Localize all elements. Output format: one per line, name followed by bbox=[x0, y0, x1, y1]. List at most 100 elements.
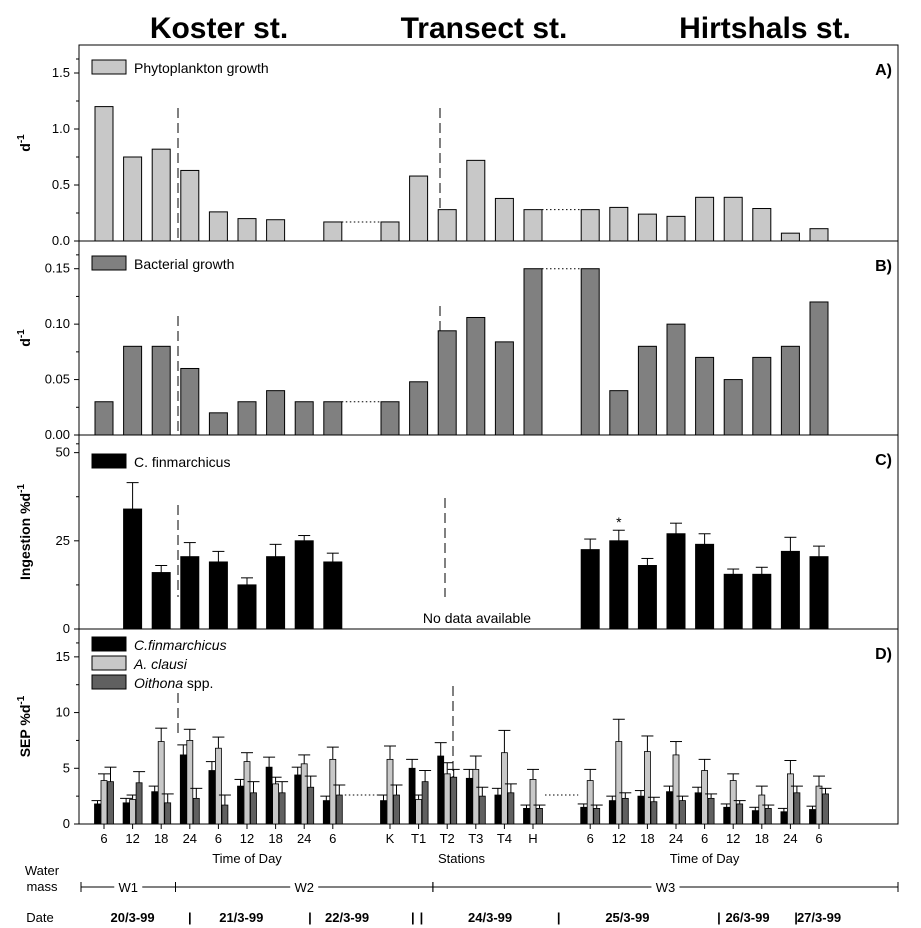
bar bbox=[324, 222, 342, 241]
x-tick-label: 6 bbox=[100, 831, 107, 846]
bar bbox=[336, 795, 342, 824]
date-value: 27/3-99 bbox=[797, 910, 841, 925]
bar bbox=[295, 775, 301, 824]
bar bbox=[193, 798, 199, 824]
bar bbox=[108, 782, 114, 824]
y-tick-label: 0.5 bbox=[52, 177, 70, 192]
bar bbox=[152, 792, 158, 824]
bar bbox=[638, 566, 656, 629]
bar bbox=[581, 807, 587, 824]
bar bbox=[810, 229, 828, 241]
y-axis-label-text: SEP %d-1 bbox=[16, 695, 33, 757]
legend-label: Phytoplankton growth bbox=[134, 60, 269, 76]
bar bbox=[209, 771, 215, 824]
bar bbox=[501, 753, 507, 824]
bar bbox=[438, 210, 456, 241]
x-tick-label: 6 bbox=[329, 831, 336, 846]
y-tick-label: 0.05 bbox=[45, 372, 70, 387]
bar bbox=[410, 382, 428, 435]
bar bbox=[295, 541, 313, 629]
x-group-label: Time of Day bbox=[212, 851, 282, 866]
bar bbox=[810, 557, 828, 629]
bar bbox=[753, 209, 771, 241]
panel-label: A) bbox=[875, 62, 892, 79]
bar bbox=[810, 810, 816, 824]
bar bbox=[781, 812, 787, 824]
bar bbox=[273, 784, 279, 824]
y-tick-label: 10 bbox=[56, 705, 70, 720]
panel-label: C) bbox=[875, 452, 892, 469]
x-tick-label: H bbox=[528, 831, 537, 846]
date-separator: | bbox=[188, 910, 192, 925]
y-tick-label: 50 bbox=[56, 445, 70, 460]
bar bbox=[667, 792, 673, 824]
bar bbox=[181, 557, 199, 629]
bar bbox=[394, 795, 400, 824]
legend-label: C.finmarchicus bbox=[134, 637, 227, 653]
x-tick-label: T4 bbox=[497, 831, 512, 846]
bar bbox=[95, 107, 113, 241]
bar bbox=[610, 541, 628, 629]
legend-swatch bbox=[92, 60, 126, 74]
water-mass-segment: W1 bbox=[119, 880, 139, 895]
bar bbox=[238, 585, 256, 629]
bar bbox=[695, 793, 701, 824]
x-tick-label: 18 bbox=[640, 831, 654, 846]
bar bbox=[610, 207, 628, 241]
bar bbox=[638, 214, 656, 241]
y-tick-label: 0 bbox=[63, 816, 70, 831]
y-axis-label: d-1 bbox=[16, 329, 33, 347]
x-tick-label: 24 bbox=[297, 831, 311, 846]
bar bbox=[152, 573, 170, 629]
water-mass-label: Water bbox=[25, 863, 60, 878]
bar bbox=[673, 755, 679, 824]
bar bbox=[266, 767, 272, 824]
bar bbox=[180, 755, 186, 824]
bar bbox=[381, 801, 387, 824]
legend-label: A. clausi bbox=[133, 656, 188, 672]
bar bbox=[730, 781, 736, 824]
water-mass-segment: W3 bbox=[656, 880, 676, 895]
bar bbox=[416, 799, 422, 824]
date-separator: | bbox=[557, 910, 561, 925]
bar bbox=[724, 380, 742, 435]
bar bbox=[222, 805, 228, 824]
x-tick-label: K bbox=[386, 831, 395, 846]
legend-swatch bbox=[92, 637, 126, 651]
bar bbox=[587, 781, 593, 824]
bar bbox=[781, 346, 799, 435]
bar bbox=[508, 793, 514, 824]
bar bbox=[451, 777, 457, 824]
y-axis-label-text: Ingestion %d-1 bbox=[16, 484, 33, 580]
bar bbox=[324, 562, 342, 629]
date-value: 26/3-99 bbox=[725, 910, 769, 925]
bar bbox=[238, 786, 244, 824]
bar bbox=[495, 795, 501, 824]
bar bbox=[787, 774, 793, 824]
bar bbox=[667, 324, 685, 435]
bar bbox=[323, 801, 329, 824]
date-label: Date bbox=[26, 910, 53, 925]
bar bbox=[524, 210, 542, 241]
panel-label: B) bbox=[875, 258, 892, 275]
x-tick-label: 12 bbox=[240, 831, 254, 846]
legend-swatch bbox=[92, 675, 126, 689]
bar bbox=[95, 402, 113, 435]
y-axis-label: Ingestion %d-1 bbox=[16, 484, 33, 580]
bar bbox=[267, 220, 285, 241]
bar bbox=[473, 769, 479, 824]
bar bbox=[124, 346, 142, 435]
legend-swatch bbox=[92, 256, 126, 270]
bar bbox=[123, 803, 129, 824]
bar bbox=[215, 748, 221, 824]
bar bbox=[181, 170, 199, 241]
bar bbox=[609, 801, 615, 824]
bar bbox=[238, 219, 256, 241]
bar bbox=[301, 764, 307, 824]
bar bbox=[295, 402, 313, 435]
bar bbox=[267, 391, 285, 435]
bar bbox=[724, 807, 730, 824]
bar bbox=[696, 197, 714, 241]
x-tick-label: 12 bbox=[726, 831, 740, 846]
legend-label: C. finmarchicus bbox=[134, 454, 230, 470]
